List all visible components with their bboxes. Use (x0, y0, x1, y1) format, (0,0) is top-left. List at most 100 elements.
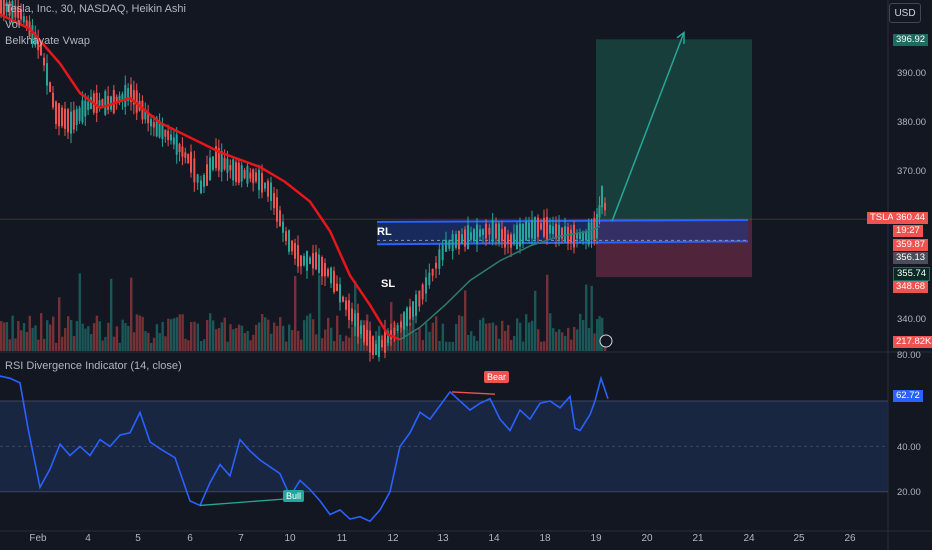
symbol-tag: TSLA (867, 212, 897, 224)
volume-bar (55, 342, 58, 351)
volume-bar (327, 317, 330, 351)
volume-bar (282, 325, 285, 351)
candle-body (255, 172, 257, 182)
candle-body (20, 9, 22, 20)
candle-body (52, 92, 54, 108)
candle-body (546, 216, 548, 240)
candle-body (579, 233, 581, 240)
candle-body (43, 57, 45, 66)
candle-body (261, 173, 263, 193)
volume-bar (375, 331, 378, 351)
volume-bar (372, 340, 375, 351)
candle-body (564, 226, 566, 242)
volume-bar (264, 317, 267, 351)
volume-bar (445, 341, 448, 351)
volume-bar (255, 324, 258, 351)
volume-bar (297, 330, 300, 351)
candle-body (348, 300, 350, 320)
candle-body (425, 277, 427, 294)
candle-body (276, 197, 278, 222)
volume-bar (150, 342, 153, 351)
candle-body (451, 234, 454, 252)
candle-body (570, 229, 572, 243)
volume-bar (0, 321, 3, 351)
currency-button[interactable]: USD (889, 3, 921, 23)
candle-body (543, 217, 545, 237)
candle-body (98, 100, 101, 106)
volume-bar (596, 319, 599, 351)
candle-body (330, 267, 332, 284)
rsi-tick: 20.00 (897, 487, 921, 498)
volume-bar (470, 331, 473, 351)
rsi-legend: RSI Divergence Indicator (14, close) (5, 360, 182, 372)
volume-bar (498, 338, 501, 351)
volume-bar (237, 324, 241, 351)
candle-body (285, 231, 287, 241)
candle-body (400, 322, 402, 328)
candle-body (130, 84, 132, 102)
candle-body (363, 325, 365, 343)
volume-bar (482, 317, 485, 351)
volume-bar (141, 316, 144, 351)
candle-body (217, 148, 220, 171)
volume-bar (525, 314, 528, 351)
volume-bar (330, 327, 333, 351)
volume-bar (270, 333, 273, 351)
volume-bar (601, 317, 604, 351)
date-label: 7 (238, 533, 244, 544)
volume-bar (175, 317, 179, 351)
candle-body (396, 325, 399, 332)
candle-body (58, 103, 60, 127)
candle-body (282, 221, 284, 233)
candle-body (226, 158, 229, 173)
candle-body (181, 146, 184, 157)
volume-bar (235, 328, 238, 351)
volume-bar (261, 313, 264, 351)
candle-body (81, 100, 84, 123)
candle-body (372, 336, 374, 355)
candle-body (55, 101, 57, 125)
candle-body (75, 109, 78, 126)
volume-bar (64, 328, 67, 351)
volume-bar (387, 331, 390, 351)
volume-bar (458, 315, 461, 351)
candle-body (435, 262, 437, 269)
date-label: Feb (29, 533, 47, 544)
candle-body (418, 290, 421, 307)
volume-bar (360, 319, 363, 351)
candle-body (240, 165, 243, 182)
volume-bar (20, 330, 23, 351)
candle-body (576, 233, 578, 239)
date-label: 26 (844, 533, 856, 544)
volume-bar (5, 322, 9, 351)
candle-body (64, 108, 66, 129)
candle-body (40, 42, 42, 56)
volume-bar (276, 325, 279, 351)
candle-body (409, 306, 411, 320)
candle-body (2, 0, 5, 16)
volume-bar (351, 326, 354, 351)
volume-bar (354, 280, 357, 351)
candle-body (235, 162, 237, 182)
volume-bar (258, 322, 261, 351)
bear-badge: Bear (484, 371, 510, 383)
date-label: 4 (85, 533, 91, 544)
candle-body (306, 250, 308, 271)
volume-bar (81, 323, 84, 351)
candle-body (288, 230, 290, 252)
candle-body (473, 229, 475, 242)
candle-body (5, 2, 8, 13)
volume-bar (95, 315, 99, 351)
candle-body (34, 32, 37, 46)
volume-bar (43, 338, 46, 351)
volume-bar (491, 322, 495, 351)
candle-body (72, 110, 75, 130)
volume-bar (164, 336, 167, 351)
volume-bar (378, 325, 381, 351)
volume-bar (543, 341, 546, 351)
candle-body (393, 327, 396, 335)
volume-bar (130, 277, 133, 351)
volume-bar (309, 313, 312, 351)
volume-bar (555, 331, 558, 351)
